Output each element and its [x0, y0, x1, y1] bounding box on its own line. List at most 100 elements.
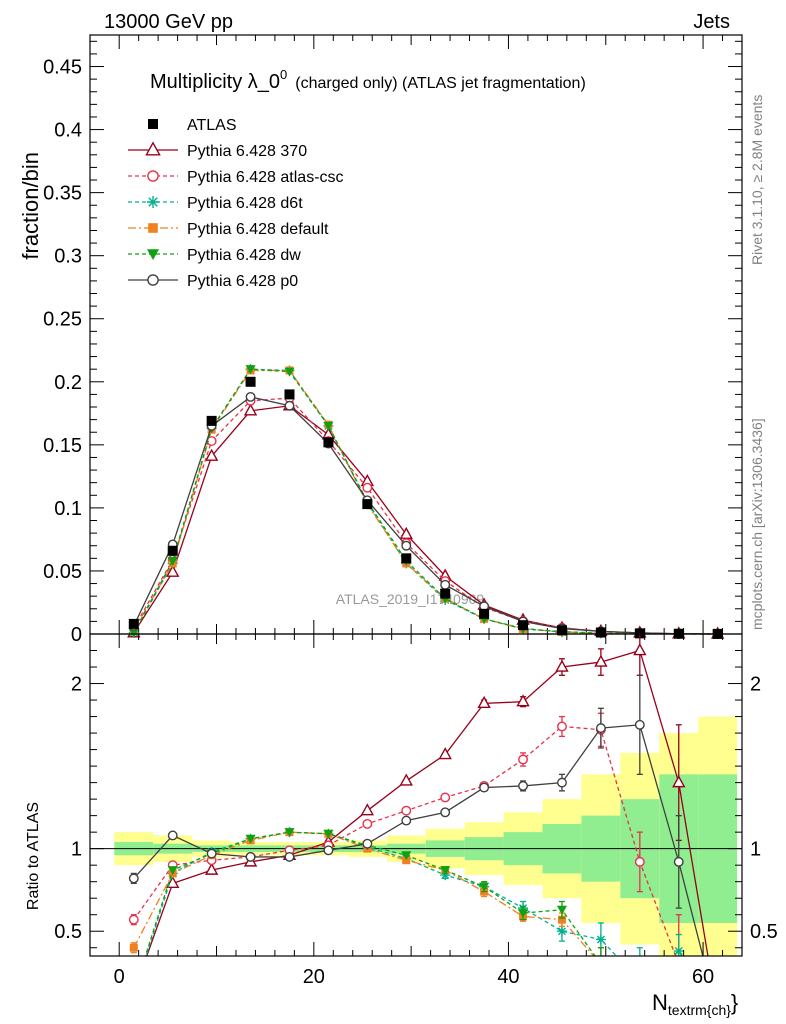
x-axis-label-main: N [652, 990, 668, 1015]
ratio-y-tick-label-right: 1 [750, 839, 761, 861]
main-y-tick-label: 0.25 [43, 309, 82, 331]
watermark: ATLAS_2019_I1740909 [336, 591, 485, 607]
ratio-series-line [146, 649, 709, 956]
ratio-x-tick-label: 60 [692, 966, 714, 988]
data-point-marker [362, 499, 373, 510]
legend-marker [148, 119, 158, 129]
main-series-marker [245, 391, 256, 402]
legend: ATLAS Pythia 6.428 370 Pythia 6.428 atlas-… [128, 117, 344, 290]
data-point-marker [167, 545, 178, 556]
data-point-marker [440, 588, 451, 599]
main-y-tick-label: 0.2 [54, 372, 82, 394]
ratio-series-marker [167, 866, 178, 876]
main-series-marker [166, 564, 180, 577]
main-series-line [133, 368, 718, 635]
ratio-series-marker [128, 873, 139, 884]
ratio-y-tick-label: 1 [71, 839, 82, 861]
main-y-tick-label: 0.4 [54, 120, 82, 142]
ratio-series-marker [362, 838, 373, 849]
ratio-series-marker [167, 830, 178, 841]
ratio-series-line [145, 831, 683, 956]
ratio-x-tick-label: 20 [303, 966, 325, 988]
ratio-series-marker [555, 659, 569, 672]
main-series-marker [128, 628, 139, 638]
legend-label: Pythia 6.428 p0 [187, 273, 298, 290]
ratio-series-marker [399, 773, 413, 786]
ratio-x-tick-label: 0 [114, 966, 125, 988]
main-series-marker [167, 556, 178, 566]
main-y-tick-label: 0.05 [43, 561, 82, 583]
ratio-series-marker [440, 807, 451, 818]
ratio-series-marker [129, 943, 138, 952]
data-point-marker [479, 608, 490, 619]
main-series-marker [204, 448, 219, 461]
ratio-series-marker [518, 780, 528, 791]
main-y-tick-label: 0.35 [43, 183, 82, 205]
data-point-marker [245, 376, 256, 387]
ratio-series-marker [672, 775, 686, 788]
ratio-series-marker [245, 851, 256, 862]
ratio-series-marker [284, 828, 295, 838]
ratio-series-marker [633, 643, 647, 656]
main-series-group [127, 364, 725, 639]
ratio-series-marker [323, 845, 334, 856]
ratio-series-marker [595, 723, 606, 734]
ratio-series-marker [479, 882, 490, 892]
ratio-series-marker [438, 747, 452, 760]
main-series-marker [440, 579, 451, 590]
data-point-marker [128, 618, 139, 629]
main-y-tick-label: 0 [71, 624, 82, 646]
ratio-series-marker [479, 782, 490, 793]
header-right-label: Jets [693, 11, 730, 33]
ratio-series-marker [556, 926, 567, 937]
main-title: Multiplicity λ_00 (charged only) (ATLAS j… [150, 67, 586, 93]
ratio-series-marker [595, 934, 606, 945]
ratio-series-marker [557, 777, 567, 788]
ratio-y-ticks: 0.5 0.5 1 1 2 2 [54, 650, 778, 949]
ratio-series-line [144, 831, 596, 956]
data-point-marker [401, 553, 412, 564]
main-panel: 0 0.05 0.1 0.15 0.2 0.25 0.3 0.35 0.4 0.45 fracti… [18, 34, 743, 646]
ratio-series-marker [556, 905, 567, 915]
x-axis-label-brace: } [731, 990, 738, 1015]
legend-label: Pythia 6.428 d6t [187, 195, 303, 212]
data-point-marker [206, 415, 217, 426]
main-ylabel: fraction/bin [18, 152, 43, 260]
ratio-uncertainty-bands [114, 716, 738, 956]
ratio-series-marker [594, 654, 608, 667]
data-point-marker [595, 627, 606, 638]
legend-marker [147, 274, 159, 286]
ratio-panel: 0.5 0.5 1 1 2 2 0 20 40 60 Ratio to ATLAS Ntextr… [25, 633, 778, 1018]
ratio-series-marker [634, 856, 645, 867]
ratio-series-marker [518, 909, 529, 919]
legend-marker [145, 141, 161, 156]
ratio-series-marker [284, 851, 295, 862]
ratio-x-tick-label: 40 [497, 966, 519, 988]
ratio-x-ticks: 0 20 40 60 [114, 634, 724, 988]
main-title-text: Multiplicity λ_0 [150, 71, 280, 93]
ratio-series-marker [557, 721, 567, 732]
ratio-series-marker [166, 875, 180, 889]
main-series-line [133, 397, 718, 635]
x-axis-label-sub: textrm{ch} [668, 1002, 731, 1018]
legend-marker [147, 196, 159, 208]
ratio-y-tick-label: 0.5 [54, 921, 82, 943]
ratio-series-line [133, 725, 677, 956]
main-series-marker [401, 540, 412, 551]
ratio-series-marker [362, 818, 373, 829]
legend-label: ATLAS [187, 117, 237, 134]
ratio-series-marker [440, 866, 451, 876]
ratio-series-line [133, 724, 704, 956]
ratio-series-marker [128, 914, 139, 925]
ratio-series-marker [673, 946, 684, 956]
data-point-marker [323, 437, 334, 448]
main-series-marker [362, 482, 373, 493]
ratio-series-marker [518, 754, 528, 765]
ratio-plot-frame [89, 633, 743, 957]
ratio-series-marker [360, 803, 375, 816]
ratio-series-marker [477, 695, 491, 709]
legend-label: Pythia 6.428 default [187, 221, 329, 238]
ratio-series-marker [245, 834, 256, 844]
mcplots-label: mcplots.cern.ch [arXiv:1306.3436] [749, 418, 765, 630]
